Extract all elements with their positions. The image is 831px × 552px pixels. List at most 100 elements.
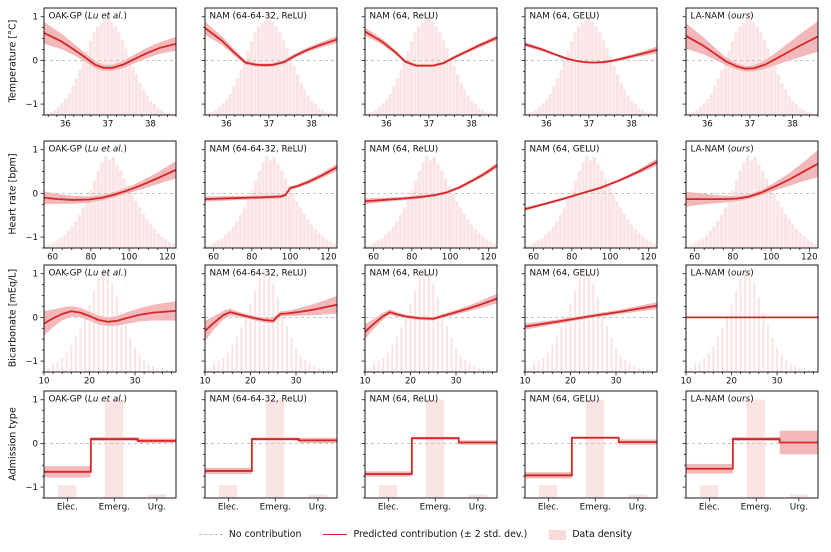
legend-label: Predicted contribution (± 2 std. dev.) (353, 529, 528, 540)
panel-r0-c1: 36 37 38 NAM (64-64-32, ReLU) (201, 7, 338, 130)
panel-r3-c4: Elec. Emerg. Urg. LA-NAM (ours) (682, 390, 819, 513)
svg-text:Elec.: Elec. (378, 503, 399, 513)
panel-title: LA-NAM (ours) (691, 144, 754, 154)
row-label-admission: Admission type (7, 407, 19, 481)
svg-text:38: 38 (787, 120, 798, 130)
svg-text:Emerg.: Emerg. (580, 503, 611, 513)
svg-text:−1: −1 (25, 100, 38, 110)
panel-title: OAK-GP (Lu et al.) (49, 144, 127, 154)
legend-label: Data density (572, 529, 633, 540)
svg-text:Emerg.: Emerg. (741, 503, 772, 513)
panel-r1-c0: −1 0 1 60 80 100 120 OAK-GP (Lu et al.) (25, 140, 177, 263)
svg-text:80: 80 (85, 253, 96, 263)
svg-text:10: 10 (520, 377, 531, 387)
panel-title: NAM (64, ReLU) (370, 144, 439, 154)
svg-text:20: 20 (726, 377, 737, 387)
svg-text:38: 38 (626, 120, 637, 130)
svg-text:100: 100 (442, 253, 458, 263)
svg-text:38: 38 (306, 120, 317, 130)
svg-text:120: 120 (480, 253, 496, 263)
svg-text:37: 37 (102, 120, 113, 130)
panel-r1-c3: 60 80 100 120 NAM (64, GELU) (521, 140, 658, 263)
panel-r2-c0: −1 0 1 10 20 30 OAK-GP (Lu et al.) (25, 264, 177, 387)
svg-text:37: 37 (263, 120, 274, 130)
svg-text:Elec.: Elec. (218, 503, 239, 513)
svg-text:1: 1 (33, 396, 38, 406)
svg-text:10: 10 (200, 377, 211, 387)
svg-text:80: 80 (406, 253, 417, 263)
svg-text:120: 120 (320, 253, 336, 263)
svg-text:36: 36 (221, 120, 232, 130)
row-label-heart-rate: Heart rate [bpm] (7, 153, 19, 235)
panel-r2-c3: 10 20 30 NAM (64, GELU) (520, 264, 658, 387)
legend-label: No contribution (228, 529, 302, 540)
svg-text:36: 36 (702, 120, 713, 130)
svg-text:Elec.: Elec. (699, 503, 720, 513)
panel-title: LA-NAM (ours) (691, 11, 754, 21)
svg-text:−1: −1 (25, 233, 38, 243)
panel-r0-c2: 36 37 38 NAM (64, ReLU) (361, 7, 498, 130)
svg-text:10: 10 (360, 377, 371, 387)
svg-text:80: 80 (727, 253, 738, 263)
panel-title: NAM (64-64-32, ReLU) (210, 11, 307, 21)
svg-text:Emerg.: Emerg. (99, 503, 130, 513)
svg-text:30: 30 (451, 377, 462, 387)
panel-r3-c1: Elec. Emerg. Urg. NAM (64-64-32, ReLU) (201, 390, 338, 513)
svg-text:Elec.: Elec. (538, 503, 559, 513)
svg-text:80: 80 (246, 253, 257, 263)
svg-text:37: 37 (744, 120, 755, 130)
svg-text:100: 100 (282, 253, 298, 263)
panel-title: OAK-GP (Lu et al.) (49, 268, 127, 278)
svg-text:80: 80 (566, 253, 577, 263)
svg-text:1: 1 (33, 13, 38, 23)
legend: No contribution Predicted contribution (… (0, 529, 831, 540)
svg-text:36: 36 (381, 120, 392, 130)
svg-text:Emerg.: Emerg. (260, 503, 291, 513)
panel-r2-c4: 10 20 30 LA-NAM (ours) (681, 264, 819, 387)
svg-text:Urg.: Urg. (309, 503, 327, 513)
panel-r1-c1: 60 80 100 120 NAM (64-64-32, ReLU) (201, 140, 338, 263)
row-label-bicarbonate: Bicarbonate [mEq/L] (7, 268, 19, 368)
svg-text:−1: −1 (25, 357, 38, 367)
svg-text:30: 30 (291, 377, 302, 387)
svg-text:Emerg.: Emerg. (420, 503, 451, 513)
panel-title: NAM (64, GELU) (530, 394, 600, 404)
svg-text:20: 20 (245, 377, 256, 387)
svg-text:20: 20 (565, 377, 576, 387)
red-line-marker (323, 534, 348, 535)
svg-text:20: 20 (405, 377, 416, 387)
panel-title: NAM (64, ReLU) (370, 268, 439, 278)
svg-text:Urg.: Urg. (629, 503, 647, 513)
svg-text:20: 20 (84, 377, 95, 387)
panel-r2-c2: 10 20 30 NAM (64, ReLU) (360, 264, 498, 387)
panel-r0-c3: 36 37 38 NAM (64, GELU) (521, 7, 658, 130)
svg-text:0: 0 (33, 439, 38, 449)
svg-text:1: 1 (33, 146, 38, 156)
svg-text:30: 30 (772, 377, 783, 387)
svg-text:100: 100 (602, 253, 618, 263)
svg-text:60: 60 (689, 253, 700, 263)
panel-r1-c2: 60 80 100 120 NAM (64, ReLU) (361, 140, 498, 263)
panel-title: LA-NAM (ours) (691, 268, 754, 278)
panel-title: NAM (64, GELU) (530, 144, 600, 154)
panel-title: NAM (64, GELU) (530, 268, 600, 278)
legend-item-no-contribution: No contribution (198, 529, 302, 540)
svg-text:60: 60 (368, 253, 379, 263)
svg-text:36: 36 (60, 120, 71, 130)
svg-text:30: 30 (611, 377, 622, 387)
panel-r2-c1: 10 20 30 NAM (64-64-32, ReLU) (200, 264, 338, 387)
panel-title: NAM (64-64-32, ReLU) (210, 394, 307, 404)
svg-text:60: 60 (47, 253, 58, 263)
legend-item-predicted-contribution: Predicted contribution (± 2 std. dev.) (323, 529, 527, 540)
panel-r1-c4: 60 80 100 120 LA-NAM (ours) (682, 140, 819, 263)
row-label-temperature: Temperature [°C] (7, 19, 19, 103)
panel-title: NAM (64, ReLU) (370, 394, 439, 404)
panel-r3-c0: −1 0 1 Elec. Emerg. Urg. OAK-GP (Lu et al.) (25, 390, 177, 513)
svg-text:60: 60 (528, 253, 539, 263)
svg-text:Urg.: Urg. (148, 503, 166, 513)
panel-title: LA-NAM (ours) (691, 394, 754, 404)
panel-title: OAK-GP (Lu et al.) (49, 394, 127, 404)
svg-text:Elec.: Elec. (57, 503, 78, 513)
